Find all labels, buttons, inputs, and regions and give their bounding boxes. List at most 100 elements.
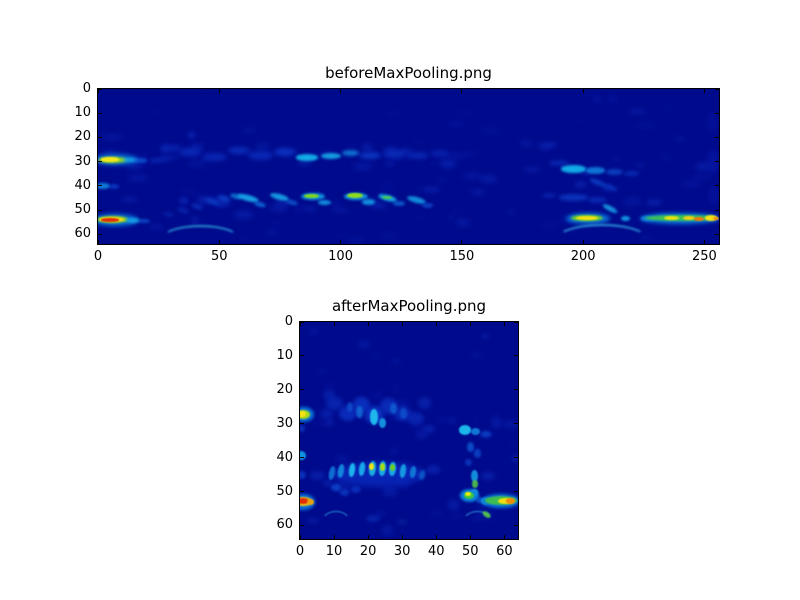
heatmap-feature — [341, 150, 359, 157]
heatmap-feature — [300, 450, 306, 460]
heatmap-feature — [308, 326, 320, 337]
heatmap-feature — [558, 194, 588, 201]
heatmap-feature — [470, 351, 482, 359]
heatmap-image — [98, 89, 719, 244]
heatmap-feature — [358, 151, 381, 160]
tick-mark — [503, 535, 505, 539]
heatmap-feature — [418, 469, 426, 481]
heatmap-feature — [430, 160, 438, 166]
heatmap-feature — [254, 200, 267, 208]
tick-mark — [300, 389, 304, 391]
heatmap-feature — [382, 146, 399, 152]
heatmap-feature — [274, 199, 291, 208]
tick-mark — [333, 322, 335, 326]
heatmap-feature — [196, 196, 208, 204]
heatmap-feature — [588, 197, 608, 203]
heatmap-feature — [421, 424, 435, 433]
heatmap-feature — [347, 92, 356, 100]
tick-mark — [503, 322, 505, 326]
heatmap-feature — [101, 157, 120, 162]
heatmap-feature — [134, 158, 147, 163]
heatmap-feature — [709, 185, 719, 206]
heatmap-feature — [396, 518, 409, 526]
heatmap-feature — [379, 463, 385, 471]
heatmap-feature — [392, 201, 405, 207]
tick-mark — [98, 233, 102, 235]
heatmap-feature — [103, 148, 116, 157]
heatmap-feature — [373, 511, 383, 518]
tick-mark — [300, 524, 304, 526]
heatmap-feature — [455, 218, 471, 227]
heatmap-feature — [391, 385, 401, 393]
heatmap-feature — [422, 202, 434, 208]
heatmap-feature — [353, 162, 373, 171]
heatmap-feature — [447, 417, 457, 424]
heatmap-feature — [606, 168, 624, 175]
heatmap-feature — [347, 193, 363, 199]
heatmap-feature — [447, 512, 465, 521]
tick-mark — [703, 240, 705, 244]
heatmap-feature — [265, 230, 278, 235]
x-tick-label: 0 — [93, 249, 103, 264]
heatmap-feature — [424, 186, 441, 192]
heatmap-feature — [448, 214, 456, 220]
heatmap-feature — [300, 425, 306, 433]
heatmap-feature — [602, 182, 618, 193]
heatmap-feature — [411, 424, 423, 430]
x-tick-label: 0 — [295, 544, 305, 559]
heatmap-feature — [176, 206, 190, 216]
heatmap-feature — [356, 406, 364, 418]
heatmap-feature — [544, 141, 557, 149]
heatmap-feature — [390, 357, 403, 364]
heatmap-feature — [390, 155, 411, 160]
heatmap-feature — [612, 156, 621, 162]
heatmap-feature — [379, 417, 387, 429]
y-tick-label: 0 — [284, 314, 293, 329]
heatmap-feature — [430, 371, 444, 378]
heatmap-feature — [169, 154, 182, 159]
heatmap-feature — [682, 216, 695, 221]
tick-mark — [300, 423, 304, 425]
heatmap-feature — [585, 167, 605, 174]
tick-mark — [300, 457, 304, 459]
heatmap-feature — [233, 210, 254, 219]
heatmap-feature — [98, 182, 110, 190]
heatmap-feature — [692, 172, 713, 181]
heatmap-feature — [383, 412, 401, 423]
heatmap-feature — [575, 215, 598, 220]
heatmap-feature — [138, 218, 151, 224]
heatmap-feature — [148, 157, 164, 164]
tick-mark — [98, 112, 102, 114]
y-tick-label: 40 — [74, 177, 91, 193]
before-maxpooling-heatmap: 0 50 100 150 200 250 0 10 20 30 40 50 60 — [74, 81, 720, 264]
heatmap-feature — [481, 333, 490, 339]
heatmap-feature — [480, 430, 491, 438]
heatmap-feature — [158, 155, 172, 162]
heatmap-feature — [384, 160, 395, 168]
heatmap-feature — [470, 189, 486, 195]
heatmap-feature — [378, 181, 397, 187]
heatmap-feature — [466, 442, 475, 452]
heatmap-feature — [177, 197, 188, 202]
heatmap-feature — [401, 459, 410, 467]
tick-mark — [582, 89, 584, 93]
heatmap-feature — [300, 470, 306, 479]
heatmap-feature — [706, 149, 719, 174]
heatmap-feature — [273, 148, 296, 156]
x-tick-label: 10 — [325, 544, 343, 559]
heatmap-feature — [381, 524, 394, 533]
tick-mark — [98, 161, 102, 163]
heatmap-feature — [366, 515, 381, 523]
heatmap-feature — [623, 197, 643, 206]
tick-mark — [340, 89, 342, 93]
x-tick-label: 50 — [211, 249, 228, 264]
heatmap-feature — [381, 195, 392, 200]
heatmap-feature — [187, 131, 196, 140]
heatmap-feature — [390, 403, 398, 414]
heatmap-feature — [437, 417, 452, 424]
heatmap-feature — [383, 149, 405, 157]
heatmap-feature — [370, 409, 379, 425]
heatmap-feature — [455, 109, 475, 117]
heatmap-feature — [322, 479, 334, 486]
tick-mark — [401, 322, 403, 326]
